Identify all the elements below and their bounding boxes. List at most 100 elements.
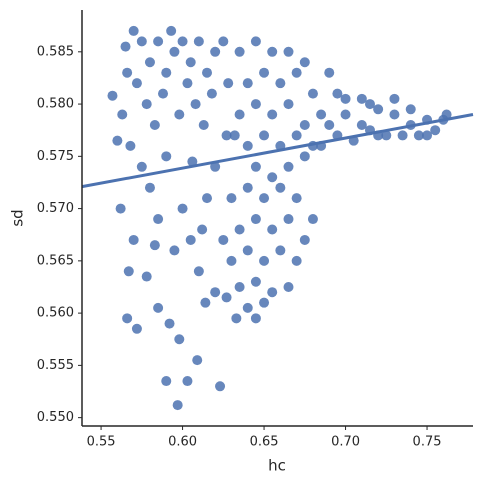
point (107, 90, 118, 101)
y-tick-label: 0.555 (37, 358, 74, 373)
point (153, 302, 164, 313)
point (125, 140, 136, 151)
point (242, 245, 253, 256)
point (324, 67, 335, 78)
point (141, 271, 152, 282)
x-tick-label: 0.75 (413, 435, 442, 450)
point (332, 88, 343, 99)
point (206, 88, 217, 99)
x-tick-label: 0.65 (250, 435, 279, 450)
point (441, 109, 452, 120)
point (259, 67, 270, 78)
y-axis-label: sd (9, 209, 27, 226)
point (430, 125, 441, 136)
x-tick-label: 0.55 (87, 435, 116, 450)
point (149, 119, 160, 130)
point (234, 224, 245, 235)
point (340, 93, 351, 104)
x-tick-label: 0.60 (168, 435, 197, 450)
x-tick-label: 0.70 (331, 435, 360, 450)
point (164, 318, 175, 329)
point (202, 67, 213, 78)
point (389, 109, 400, 120)
point (397, 130, 408, 141)
point (174, 109, 185, 120)
y-tick-label: 0.565 (37, 253, 74, 268)
point (259, 255, 270, 266)
point (153, 36, 164, 47)
point (275, 182, 286, 193)
point (158, 88, 169, 99)
x-axis-label: hc (268, 457, 286, 475)
y-tick-label: 0.560 (37, 306, 74, 321)
point (144, 57, 155, 68)
point (267, 224, 278, 235)
point (141, 99, 152, 110)
point (356, 119, 367, 130)
y-tick-label: 0.575 (37, 149, 74, 164)
point (223, 78, 234, 89)
point (242, 140, 253, 151)
point (405, 104, 416, 115)
point (161, 151, 172, 162)
point (215, 381, 226, 392)
point (259, 130, 270, 141)
point (373, 104, 384, 115)
point (324, 119, 335, 130)
point (200, 297, 211, 308)
point (259, 193, 270, 204)
point (316, 109, 327, 120)
point (299, 119, 310, 130)
point (198, 119, 209, 130)
point (174, 334, 185, 345)
point (291, 130, 302, 141)
point (153, 214, 164, 225)
point (267, 109, 278, 120)
point (356, 93, 367, 104)
point (299, 57, 310, 68)
point (177, 36, 188, 47)
point (190, 99, 201, 110)
point (210, 46, 221, 57)
point (283, 161, 294, 172)
point (307, 214, 318, 225)
point (250, 161, 261, 172)
point (115, 203, 126, 214)
point (226, 193, 237, 204)
y-tick-label: 0.580 (37, 97, 74, 112)
point (267, 46, 278, 57)
point (144, 182, 155, 193)
point (210, 287, 221, 298)
point (234, 281, 245, 292)
point (250, 276, 261, 287)
point (161, 376, 172, 387)
point (149, 240, 160, 251)
point (291, 193, 302, 204)
point (161, 67, 172, 78)
y-tick-label: 0.570 (37, 201, 74, 216)
point (229, 130, 240, 141)
point (250, 214, 261, 225)
regression-line (81, 113, 474, 189)
point (193, 266, 204, 277)
point (275, 78, 286, 89)
point (166, 25, 177, 36)
point (197, 224, 208, 235)
point (413, 130, 424, 141)
point (128, 25, 139, 36)
point (364, 99, 375, 110)
point (136, 36, 147, 47)
point (291, 67, 302, 78)
point (283, 99, 294, 110)
y-tick-label: 0.550 (37, 410, 74, 425)
point (291, 255, 302, 266)
point (122, 67, 133, 78)
point (389, 93, 400, 104)
y-tick-label: 0.585 (37, 44, 74, 59)
point (340, 109, 351, 120)
point (112, 135, 123, 146)
point (131, 323, 142, 334)
point (299, 151, 310, 162)
point (210, 161, 221, 172)
